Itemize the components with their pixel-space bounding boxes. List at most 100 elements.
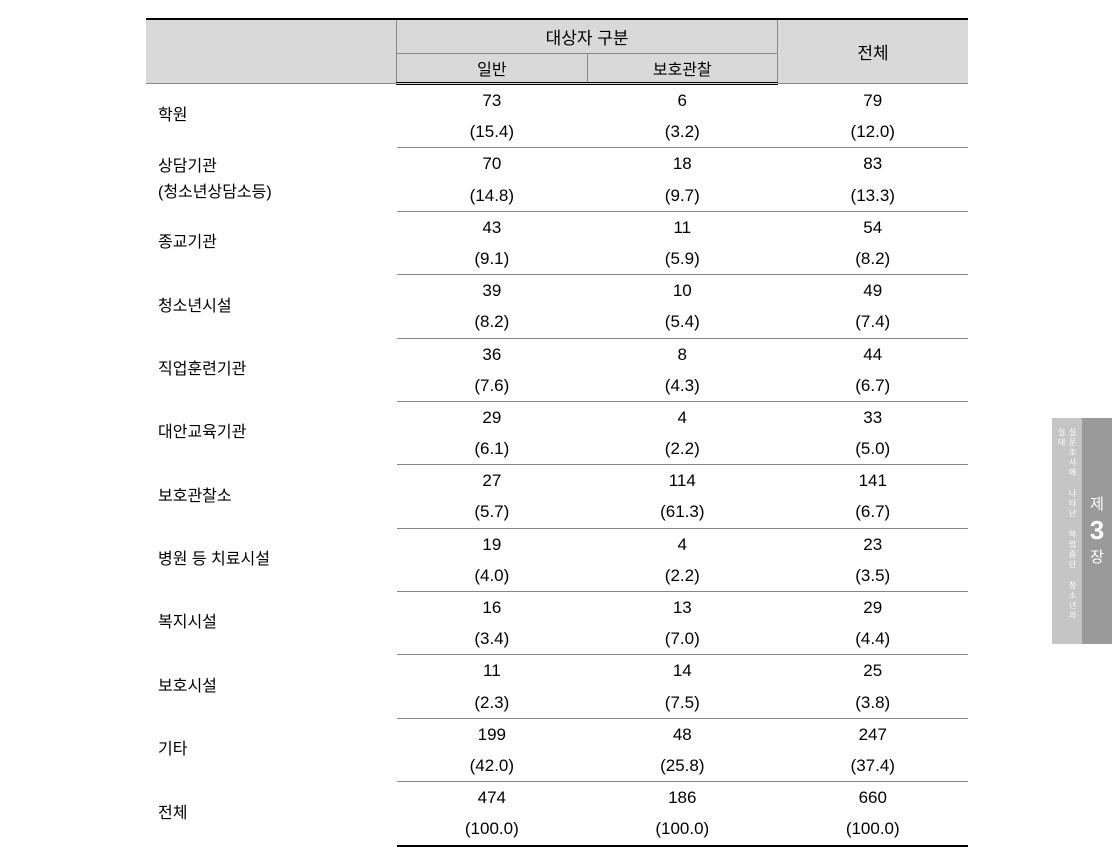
cell-percent: (100.0) (397, 813, 587, 845)
header-sub2: 보호관찰 (587, 54, 777, 84)
row-label: 병원 등 치료시설 (146, 528, 397, 591)
cell-percent: (14.8) (397, 180, 587, 212)
cell-percent: (7.6) (397, 370, 587, 402)
cell-percent: (5.9) (587, 243, 777, 275)
cell-percent: (9.7) (587, 180, 777, 212)
cell-value: 29 (778, 592, 968, 624)
cell-percent: (37.4) (778, 750, 968, 782)
cell-value: 70 (397, 148, 587, 180)
cell-percent: (5.4) (587, 306, 777, 338)
row-label: 기타 (146, 718, 397, 781)
cell-percent: (4.4) (778, 623, 968, 655)
cell-percent: (3.8) (778, 687, 968, 719)
cell-percent: (3.4) (397, 623, 587, 655)
chapter-side-tab: 설문조사에 나타난 학업중단 청소년의 실태 제 3 장 (1052, 418, 1112, 644)
cell-value: 43 (397, 211, 587, 243)
row-label: 청소년시설 (146, 275, 397, 338)
table-row: 복지시설161329 (146, 592, 968, 624)
cell-percent: (25.8) (587, 750, 777, 782)
chapter-prefix: 제 (1090, 496, 1104, 513)
cell-percent: (7.4) (778, 306, 968, 338)
cell-value: 4 (587, 401, 777, 433)
cell-percent: (6.7) (778, 496, 968, 528)
table-row: 청소년시설391049 (146, 275, 968, 307)
cell-value: 79 (778, 84, 968, 117)
cell-percent: (100.0) (587, 813, 777, 845)
cell-value: 13 (587, 592, 777, 624)
cell-value: 10 (587, 275, 777, 307)
cell-percent: (100.0) (778, 813, 968, 845)
chapter-label: 제 3 장 (1090, 495, 1104, 568)
cell-percent: (4.3) (587, 370, 777, 402)
table-row: 기타19948247 (146, 718, 968, 750)
table-row: 보호관찰소27114141 (146, 465, 968, 497)
side-tab-chapter-panel: 제 3 장 (1082, 418, 1112, 644)
cell-percent: (61.3) (587, 496, 777, 528)
cell-percent: (5.7) (397, 496, 587, 528)
cell-value: 186 (587, 782, 777, 814)
cell-value: 660 (778, 782, 968, 814)
cell-percent: (2.2) (587, 560, 777, 592)
cell-value: 141 (778, 465, 968, 497)
row-label: 전체 (146, 782, 397, 846)
cell-value: 114 (587, 465, 777, 497)
cell-percent: (2.2) (587, 433, 777, 465)
cell-percent: (2.3) (397, 687, 587, 719)
cell-value: 23 (778, 528, 968, 560)
table-row: 상담기관(청소년상담소등)701883 (146, 148, 968, 180)
data-table: 대상자 구분 전체 일반 보호관찰 학원73679(15.4)(3.2)(12.… (146, 18, 968, 847)
cell-value: 25 (778, 655, 968, 687)
cell-percent: (13.3) (778, 180, 968, 212)
cell-percent: (4.0) (397, 560, 587, 592)
cell-value: 474 (397, 782, 587, 814)
table-row: 직업훈련기관36844 (146, 338, 968, 370)
table-row: 학원73679 (146, 84, 968, 117)
row-label: 직업훈련기관 (146, 338, 397, 401)
table-row: 보호시설111425 (146, 655, 968, 687)
cell-percent: (3.5) (778, 560, 968, 592)
side-tab-subtitle-panel: 설문조사에 나타난 학업중단 청소년의 실태 (1052, 418, 1082, 644)
row-label: 학원 (146, 84, 397, 148)
chapter-number: 3 (1090, 515, 1104, 545)
cell-value: 36 (397, 338, 587, 370)
row-label: 종교기관 (146, 211, 397, 274)
row-label: 보호관찰소 (146, 465, 397, 528)
cell-value: 19 (397, 528, 587, 560)
cell-value: 11 (397, 655, 587, 687)
cell-value: 4 (587, 528, 777, 560)
cell-percent: (5.0) (778, 433, 968, 465)
header-corner (146, 19, 397, 84)
cell-percent: (8.2) (397, 306, 587, 338)
cell-value: 199 (397, 718, 587, 750)
cell-percent: (7.5) (587, 687, 777, 719)
side-tab-subtitle: 설문조사에 나타난 학업중단 청소년의 실태 (1056, 428, 1078, 634)
cell-percent: (8.2) (778, 243, 968, 275)
cell-value: 16 (397, 592, 587, 624)
cell-percent: (6.1) (397, 433, 587, 465)
row-label: 상담기관(청소년상담소등) (146, 148, 397, 211)
cell-percent: (42.0) (397, 750, 587, 782)
cell-value: 8 (587, 338, 777, 370)
row-label: 보호시설 (146, 655, 397, 718)
cell-percent: (7.0) (587, 623, 777, 655)
cell-value: 6 (587, 84, 777, 117)
header-group: 대상자 구분 (397, 19, 778, 54)
cell-value: 39 (397, 275, 587, 307)
cell-value: 18 (587, 148, 777, 180)
row-label: 대안교육기관 (146, 401, 397, 464)
cell-value: 11 (587, 211, 777, 243)
cell-value: 44 (778, 338, 968, 370)
row-label: 복지시설 (146, 592, 397, 655)
cell-value: 27 (397, 465, 587, 497)
table-row: 종교기관431154 (146, 211, 968, 243)
cell-value: 83 (778, 148, 968, 180)
cell-value: 14 (587, 655, 777, 687)
cell-percent: (12.0) (778, 116, 968, 148)
header-total: 전체 (778, 19, 968, 84)
cell-percent: (6.7) (778, 370, 968, 402)
data-table-container: 대상자 구분 전체 일반 보호관찰 학원73679(15.4)(3.2)(12.… (146, 18, 968, 847)
cell-value: 54 (778, 211, 968, 243)
cell-value: 33 (778, 401, 968, 433)
table-row: 전체474186660 (146, 782, 968, 814)
cell-value: 48 (587, 718, 777, 750)
